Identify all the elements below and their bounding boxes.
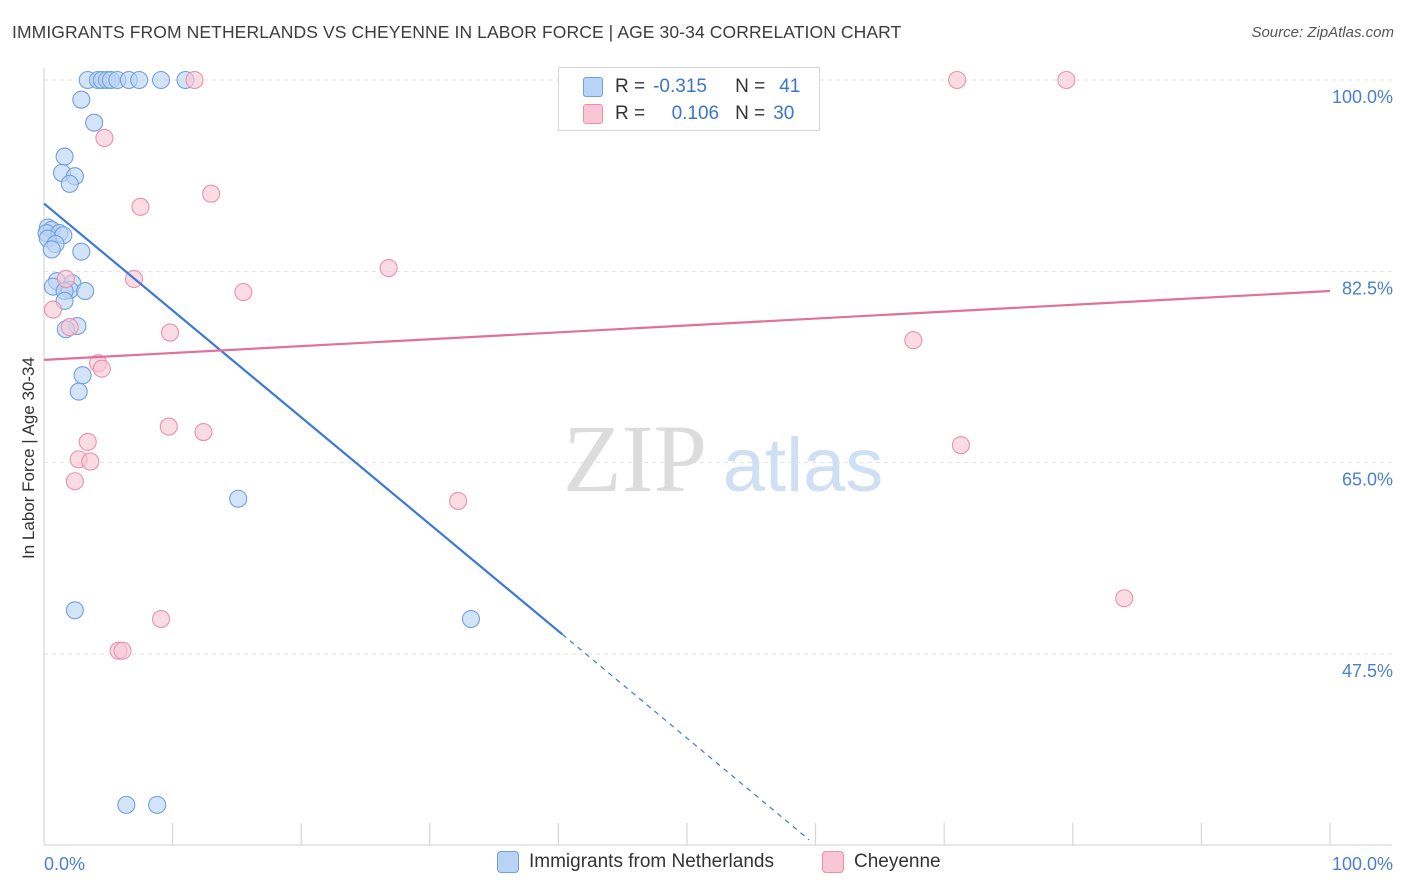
cheyenne-point	[234, 283, 253, 302]
legend-row-netherlands: R = -0.315 N = 41	[583, 74, 800, 100]
netherlands-point	[69, 382, 88, 401]
y-tick-label: 47.5%	[1342, 661, 1393, 681]
cheyenne-point	[194, 423, 213, 442]
cheyenne-point	[92, 359, 111, 378]
cheyenne-point	[449, 491, 468, 510]
bottom-legend-swatch-pink	[822, 851, 844, 873]
bottom-legend-netherlands: Immigrants from Netherlands	[497, 851, 774, 873]
cheyenne-point	[151, 609, 171, 629]
grid-lines	[44, 79, 1392, 655]
netherlands-point	[73, 366, 92, 385]
series-netherlands-points	[37, 70, 481, 814]
x-tick-label: 100.0%	[1332, 854, 1393, 874]
legend-n-value: 41	[779, 76, 801, 97]
source-label: Source: ZipAtlas.com	[1251, 24, 1394, 41]
legend-n-value: 30	[773, 103, 795, 124]
bottom-legend-cheyenne: Cheyenne	[822, 851, 941, 873]
y-tick-label: 82.5%	[1342, 278, 1393, 298]
series-cheyenne-points	[43, 70, 1134, 660]
cheyenne-point	[131, 197, 150, 216]
cheyenne-trend-line	[43, 289, 1331, 361]
cheyenne-point	[160, 323, 180, 342]
legend-r-value: 0.106	[671, 103, 720, 124]
netherlands-point	[42, 240, 61, 259]
netherlands-point	[65, 601, 84, 620]
x-tick-label: 0.0%	[44, 854, 85, 874]
netherlands-trend-line	[43, 202, 563, 636]
netherlands-point	[461, 609, 481, 629]
cheyenne-point	[81, 452, 100, 471]
y-tick-label: 100.0%	[1332, 87, 1393, 107]
axes	[43, 68, 1392, 846]
cheyenne-point	[60, 318, 79, 337]
cheyenne-point	[65, 472, 84, 491]
correlation-legend: R = -0.315 N = 41 R = 0.106 N = 30	[558, 67, 820, 131]
cheyenne-point	[78, 432, 97, 451]
netherlands-trend-extension	[561, 633, 810, 841]
legend-row-cheyenne: R = 0.106 N = 30	[583, 101, 794, 127]
legend-n-label: N =	[735, 76, 766, 97]
chart-title: IMMIGRANTS FROM NETHERLANDS VS CHEYENNE …	[12, 22, 902, 42]
cheyenne-point	[43, 300, 63, 319]
cheyenne-point	[95, 128, 114, 147]
netherlands-point	[85, 113, 104, 132]
netherlands-point	[72, 242, 91, 261]
cheyenne-point	[1115, 589, 1134, 608]
cheyenne-point	[185, 70, 204, 90]
netherlands-point	[229, 489, 248, 508]
cheyenne-point	[951, 436, 970, 455]
watermark-atlas: atlas	[723, 423, 884, 508]
cheyenne-point	[113, 641, 132, 660]
y-axis-title: In Labor Force | Age 30-34	[19, 357, 38, 559]
cheyenne-point	[379, 259, 398, 278]
netherlands-point	[117, 795, 136, 814]
cheyenne-point	[56, 269, 75, 289]
cheyenne-point	[904, 331, 923, 350]
netherlands-point	[148, 795, 167, 814]
netherlands-point	[130, 70, 149, 90]
netherlands-point	[76, 281, 95, 301]
watermark: ZIP atlas	[563, 405, 883, 512]
legend-r-label: R =	[615, 76, 646, 97]
netherlands-point	[72, 90, 91, 109]
legend-n-label: N =	[735, 103, 766, 124]
y-tick-label: 65.0%	[1342, 470, 1393, 490]
tick-labels: 47.5% 65.0% 82.5% 100.0% 0.0% 100.0% In Labor …	[19, 87, 1393, 874]
watermark-zip: ZIP	[563, 405, 707, 512]
bottom-legend-label: Immigrants from Netherlands	[529, 851, 774, 872]
cheyenne-point	[1057, 70, 1076, 90]
legend-swatch-blue	[583, 77, 603, 97]
legend-r-value: -0.315	[653, 76, 707, 97]
netherlands-point	[60, 174, 79, 193]
cheyenne-point	[948, 70, 967, 90]
bottom-legend-label: Cheyenne	[854, 851, 941, 872]
cheyenne-point	[159, 417, 178, 436]
cheyenne-point	[202, 184, 221, 203]
netherlands-point	[151, 70, 171, 90]
bottom-legend-swatch-blue	[497, 851, 519, 873]
legend-r-label: R =	[615, 103, 646, 124]
legend-swatch-pink	[583, 104, 603, 124]
trend-lines	[43, 202, 1331, 841]
netherlands-point	[55, 147, 74, 166]
